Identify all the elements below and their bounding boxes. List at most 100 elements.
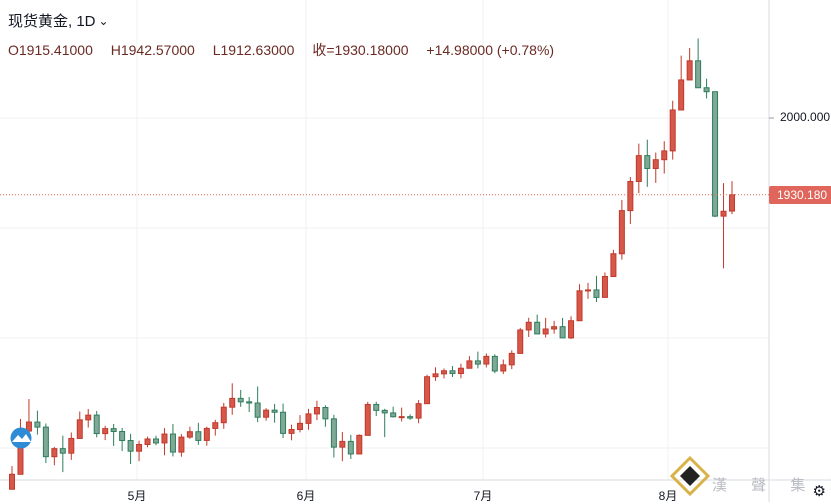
last-price-badge: 1930.180 [769,185,831,204]
candle-body-30 [263,409,270,418]
candle-body-43 [373,403,380,411]
chevron-down-icon[interactable]: ⌄ [98,13,109,28]
candle-body-9 [85,414,92,421]
candle-body-5 [51,448,58,458]
candle-body-7 [68,437,75,454]
candle-body-58 [500,364,507,372]
candle-body-70 [601,276,608,298]
candle-body-40 [347,440,354,455]
candle-body-37 [322,407,329,420]
candle-body-33 [288,429,295,434]
candle-body-73 [627,180,634,212]
candle-body-64 [551,326,558,330]
candle-body-52 [449,370,456,375]
candle-body-81 [695,60,702,89]
candle-body-4 [42,426,49,458]
candle-body-17 [153,438,159,444]
candle-body-51 [441,370,447,375]
candle-body-19 [169,433,176,453]
candle-body-63 [542,328,549,335]
candle-body-77 [661,150,668,161]
x-label-may: 5月 [127,489,147,503]
candle-body-24 [212,422,219,429]
watermark-text: 漢 聲 集 團 [712,477,831,494]
candle-body-6 [59,448,66,454]
candle-body-23 [203,427,210,441]
candle-body-39 [339,440,346,448]
candle-body-13 [119,431,126,442]
candle-body-12 [110,428,117,433]
candle-body-72 [618,210,625,255]
candle-body-62 [534,321,541,335]
candle-body-47 [407,416,414,419]
candle-body-11 [102,428,109,435]
candle-body-48 [415,403,422,419]
candle-body-57 [491,355,498,372]
candle-body-69 [593,289,600,298]
candle-body-20 [178,436,185,453]
candle-body-8 [76,419,83,439]
candle-body-53 [457,367,464,375]
candle-body-71 [610,253,617,278]
candle-body-45 [390,412,397,418]
candle-body-28 [246,401,253,404]
candle-body-14 [127,440,134,452]
candle-body-60 [517,329,524,354]
candle-body-59 [508,352,515,366]
open-value: O1915.41000 [8,42,93,58]
candle-body-65 [559,326,566,339]
candle-body-75 [644,155,651,169]
candle-body-26 [229,397,236,408]
candle-body-10 [93,414,100,435]
chart-header[interactable]: 现货黄金, 1D ⌄ [8,10,109,31]
candle-body-55 [474,360,481,365]
candle-body-54 [466,360,473,369]
candle-body-27 [237,397,244,403]
candle-body-3 [34,421,41,428]
candle-body-84 [720,210,727,217]
candle-body-25 [220,406,227,424]
candle-body-41 [356,434,363,455]
x-label-jul: 7月 [473,489,493,503]
high-value: H1942.57000 [110,42,195,58]
candle-body-78 [669,109,676,152]
candle-body-50 [432,373,439,378]
tradingview-logo-icon[interactable] [5,427,37,449]
candle-body-74 [635,155,642,182]
candle-body-56 [483,355,490,365]
candle-body-38 [330,418,337,448]
price-axis-label-2000: 2000.000 [780,110,831,124]
ohlc-legend: O1915.41000 H1942.57000 L1912.63000 收=19… [8,40,568,60]
candle-body-0 [9,473,15,490]
change-value: +14.98000 (+0.78%) [426,42,555,58]
candle-body-16 [144,438,151,445]
candle-body-66 [568,320,575,339]
candle-body-31 [271,409,278,413]
candle-body-67 [576,290,583,322]
candle-body-61 [525,321,532,331]
low-value: L1912.63000 [212,42,295,58]
candle-body-49 [424,376,431,405]
candle-body-82 [703,87,710,93]
candle-body-35 [305,413,312,424]
candle-body-42 [364,403,371,436]
candle-body-44 [381,409,388,414]
candle-body-83 [712,91,719,217]
candle-body-22 [195,431,202,441]
candle-body-34 [297,422,303,431]
candle-body-29 [254,402,261,418]
x-label-jun: 6月 [296,489,316,503]
watermark-logo [670,456,711,496]
x-label-aug: 8月 [658,489,678,503]
candle-body-85 [729,194,735,212]
candle-body-68 [585,289,591,292]
candle-body-2 [25,421,32,432]
candle-body-80 [686,60,693,81]
settings-gear-icon[interactable]: ⚙ [812,483,826,500]
candle-body-15 [136,443,143,452]
candle-body-21 [186,431,193,438]
candle-body-36 [313,407,320,415]
candle-body-76 [652,159,659,169]
candle-body-79 [678,79,685,111]
